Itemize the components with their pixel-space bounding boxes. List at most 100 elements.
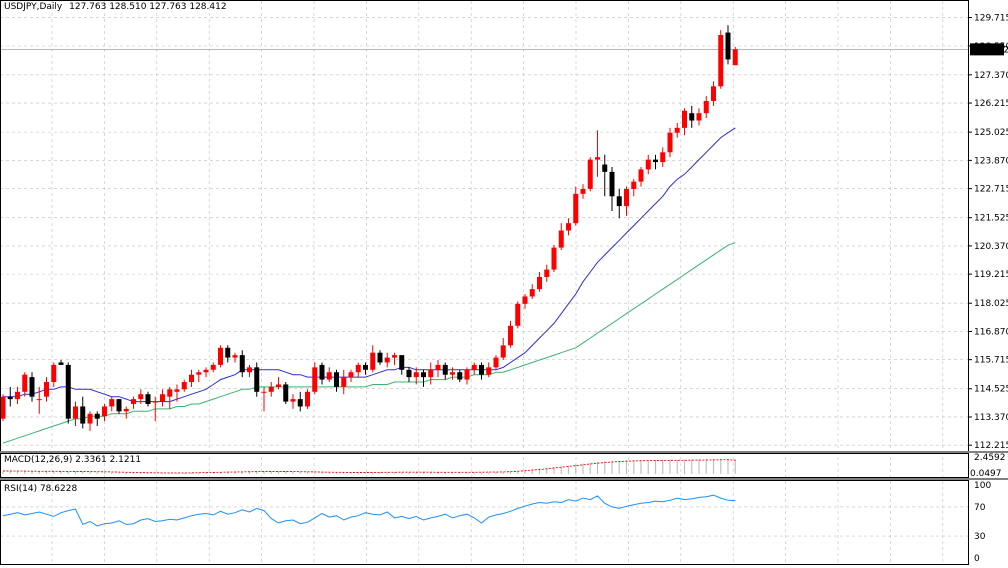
- candle-body: [290, 399, 296, 402]
- macd-bottom-label: 0.0497: [970, 469, 1002, 479]
- candle-body: [580, 188, 586, 194]
- candle-body: [0, 396, 6, 419]
- candle-body: [276, 384, 281, 387]
- candle-body: [566, 223, 571, 231]
- candle-body: [355, 364, 361, 373]
- candle-body: [479, 364, 484, 375]
- candle-body: [44, 382, 49, 397]
- candle-body: [645, 159, 651, 170]
- candle-body: [51, 364, 57, 383]
- candle-body: [123, 408, 129, 412]
- candle-body: [674, 127, 680, 133]
- candle-body: [363, 364, 368, 370]
- candle-body: [718, 34, 724, 87]
- candle-body: [602, 164, 608, 172]
- candle-body: [109, 399, 115, 407]
- candle-body: [239, 355, 245, 373]
- candle-body: [268, 386, 274, 392]
- ma-fast-line: [3, 127, 736, 403]
- candle-body: [73, 406, 78, 419]
- candle-body: [116, 399, 122, 412]
- symbol-label: USDJPY,Daily: [4, 2, 63, 12]
- candle-body: [232, 355, 238, 358]
- candle-body: [732, 49, 738, 66]
- candle-body: [653, 159, 658, 163]
- candle-body: [435, 364, 441, 370]
- current-price-label: 128.412: [972, 45, 1008, 55]
- ma-slow-line: [2, 242, 736, 444]
- candle-body: [210, 364, 216, 370]
- candle-body: [189, 374, 194, 383]
- candle-body: [457, 372, 463, 380]
- rsi-panel-frame: [0, 480, 969, 565]
- candle-body: [464, 369, 470, 380]
- candle-body: [703, 100, 709, 114]
- rsi-tick-label: 70: [974, 503, 986, 513]
- candle-body: [428, 369, 434, 378]
- candle-body: [15, 391, 20, 400]
- price-tick-label: 123.870: [974, 156, 1008, 166]
- candle-body: [725, 32, 731, 60]
- candle-body: [80, 406, 86, 424]
- rsi-line: [2, 494, 736, 527]
- candle-body: [392, 355, 397, 358]
- grid: [0, 1, 968, 564]
- candle-body: [508, 325, 513, 346]
- candle-body: [529, 289, 535, 297]
- candles: [0, 25, 738, 431]
- candle-body: [58, 362, 64, 365]
- candle-body: [36, 399, 42, 401]
- candle-body: [283, 384, 289, 402]
- candle-body: [624, 188, 629, 207]
- candle-body: [587, 159, 593, 189]
- macd-top-label: 2.4592: [974, 453, 1006, 463]
- candle-body: [551, 247, 557, 270]
- candle-body: [493, 357, 499, 368]
- candle-body: [696, 113, 702, 121]
- candle-body: [29, 377, 35, 397]
- candle-body: [413, 372, 419, 378]
- candle-body: [682, 110, 687, 128]
- candle-body: [537, 276, 542, 290]
- candle-body: [500, 345, 506, 358]
- price-tick-label: 121.525: [974, 214, 1008, 224]
- price-tick-label: 120.370: [974, 242, 1008, 252]
- candle-body: [450, 372, 455, 375]
- candle-body: [370, 352, 376, 370]
- candle-body: [544, 269, 550, 277]
- candle-body: [638, 169, 644, 182]
- macd-label: MACD(12,26,9) 2.3361 2.1211: [4, 455, 141, 465]
- current-price-box: [970, 43, 1004, 56]
- price-tick-label: 115.715: [974, 356, 1008, 366]
- price-tick-label: 126.215: [974, 99, 1008, 109]
- candle-body: [196, 372, 202, 375]
- price-axis: 129.715128.550127.370126.215125.025123.8…: [968, 14, 1008, 564]
- candle-body: [174, 389, 180, 392]
- candle-body: [7, 396, 13, 400]
- candle-body: [160, 394, 165, 402]
- chart-title: USDJPY,Daily 127.763 128.510 127.763 128…: [4, 2, 227, 12]
- candle-body: [595, 157, 600, 160]
- candle-body: [522, 296, 528, 304]
- candle-body: [334, 372, 339, 387]
- price-tick-label: 113.370: [974, 413, 1008, 423]
- price-tick-label: 116.870: [974, 327, 1008, 337]
- ma-slow-path: [2, 242, 736, 444]
- price-panel-frame: [0, 0, 969, 453]
- candle-body: [348, 372, 354, 378]
- candle-body: [203, 369, 209, 373]
- candle-body: [102, 406, 107, 417]
- candle-body: [94, 413, 100, 419]
- candle-body: [312, 367, 318, 392]
- candle-body: [667, 132, 673, 153]
- candle-body: [711, 86, 716, 101]
- candle-body: [384, 357, 390, 363]
- macd-indicator: [2, 458, 736, 474]
- candle-body: [442, 364, 448, 375]
- candle-body: [247, 367, 252, 373]
- macd-signal-line: [3, 459, 736, 474]
- candle-body: [377, 352, 383, 363]
- candle-body: [689, 113, 695, 121]
- candle-body: [167, 389, 173, 397]
